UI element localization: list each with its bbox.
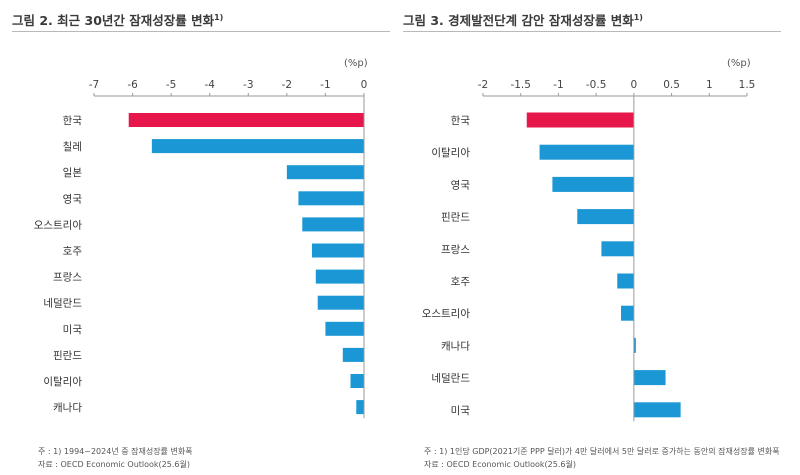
right-bar (617, 273, 634, 289)
right-category-label: 프랑스 (441, 244, 470, 256)
right-category-label: 네덜란드 (431, 373, 470, 385)
right-category-label: 영국 (451, 179, 471, 191)
right-tick-label: -0.5 (586, 79, 607, 91)
left-category-label: 이탈리아 (43, 375, 82, 388)
left-category-label: 미국 (63, 324, 83, 336)
chart-title-left: 그림 2. 최근 30년간 잠재성장률 변화1) (12, 12, 224, 28)
right-category-label: 이탈리아 (431, 146, 470, 159)
footnote-right: 주 : 1) 1인당 GDP(2021기준 PPP 달러)가 4만 달러에서 5… (424, 447, 780, 456)
right-bar (633, 402, 681, 418)
right-category-label: 오스트리아 (422, 308, 471, 320)
left-category-label: 핀란드 (53, 350, 82, 362)
title-divider-right (403, 31, 781, 32)
right-tick-label: -1 (553, 79, 563, 91)
right-tick-label: 0.5 (663, 79, 680, 91)
right-tick-label: 1.5 (739, 79, 756, 91)
right-tick-label: 1 (706, 79, 713, 91)
left-category-label: 일본 (63, 166, 83, 179)
left-bar (311, 243, 364, 258)
right-bar (601, 241, 634, 257)
left-bar (350, 374, 364, 388)
left-category-label: 프랑스 (53, 272, 82, 284)
right-bar (633, 337, 636, 353)
right-bar (552, 176, 634, 192)
left-tick-label: -1 (320, 79, 330, 91)
right-tick-label: 0 (631, 79, 638, 91)
right-bar (633, 370, 666, 386)
left-category-label: 캐나다 (53, 402, 82, 414)
left-tick-label: -5 (166, 79, 176, 91)
right-tick-label: -2 (478, 79, 488, 91)
left-bar (342, 347, 364, 362)
source-right: 자료 : OECD Economic Outlook(25.6월) (424, 460, 576, 469)
right-bar (577, 209, 634, 225)
chart-title-right: 그림 3. 경제발전단계 감안 잠재성장률 변화1) (403, 12, 643, 28)
right-bar (621, 305, 634, 321)
right-tick-label: -1.5 (510, 79, 531, 91)
left-category-label: 네덜란드 (43, 298, 82, 310)
right-category-label: 한국 (451, 115, 471, 127)
left-unit-label: (%p) (344, 58, 368, 69)
left-bar (325, 321, 364, 336)
right-bar (526, 112, 634, 128)
right-category-label: 캐나다 (441, 340, 470, 352)
right-bar (539, 144, 634, 160)
right-category-label: 미국 (451, 405, 471, 417)
left-bar (128, 113, 364, 127)
left-category-label: 한국 (63, 115, 83, 127)
left-category-label: 칠레 (63, 141, 82, 153)
left-category-label: 호주 (63, 246, 83, 258)
left-bar (151, 139, 364, 154)
left-bar (298, 191, 364, 206)
left-tick-label: 0 (361, 79, 368, 91)
right-category-label: 호주 (451, 276, 471, 288)
left-tick-label: -4 (204, 79, 215, 91)
title-divider-left (12, 31, 390, 32)
left-tick-label: -2 (282, 79, 292, 91)
left-bar (356, 400, 364, 415)
right-category-label: 핀란드 (441, 212, 470, 224)
left-tick-label: -7 (89, 79, 99, 91)
left-bar (286, 165, 364, 180)
left-category-label: 오스트리아 (34, 219, 83, 231)
left-bar (302, 217, 364, 232)
right-unit-label: (%p) (727, 58, 751, 69)
left-category-label: 영국 (63, 193, 83, 205)
source-left: 자료 : OECD Economic Outlook(25.6월) (38, 460, 190, 469)
left-bar (315, 269, 364, 284)
left-tick-label: -3 (243, 79, 253, 91)
left-bar (317, 295, 364, 310)
left-tick-label: -6 (127, 79, 138, 91)
footnote-left: 주 : 1) 1994~2024년 중 잠재성장률 변화폭 (38, 447, 193, 456)
